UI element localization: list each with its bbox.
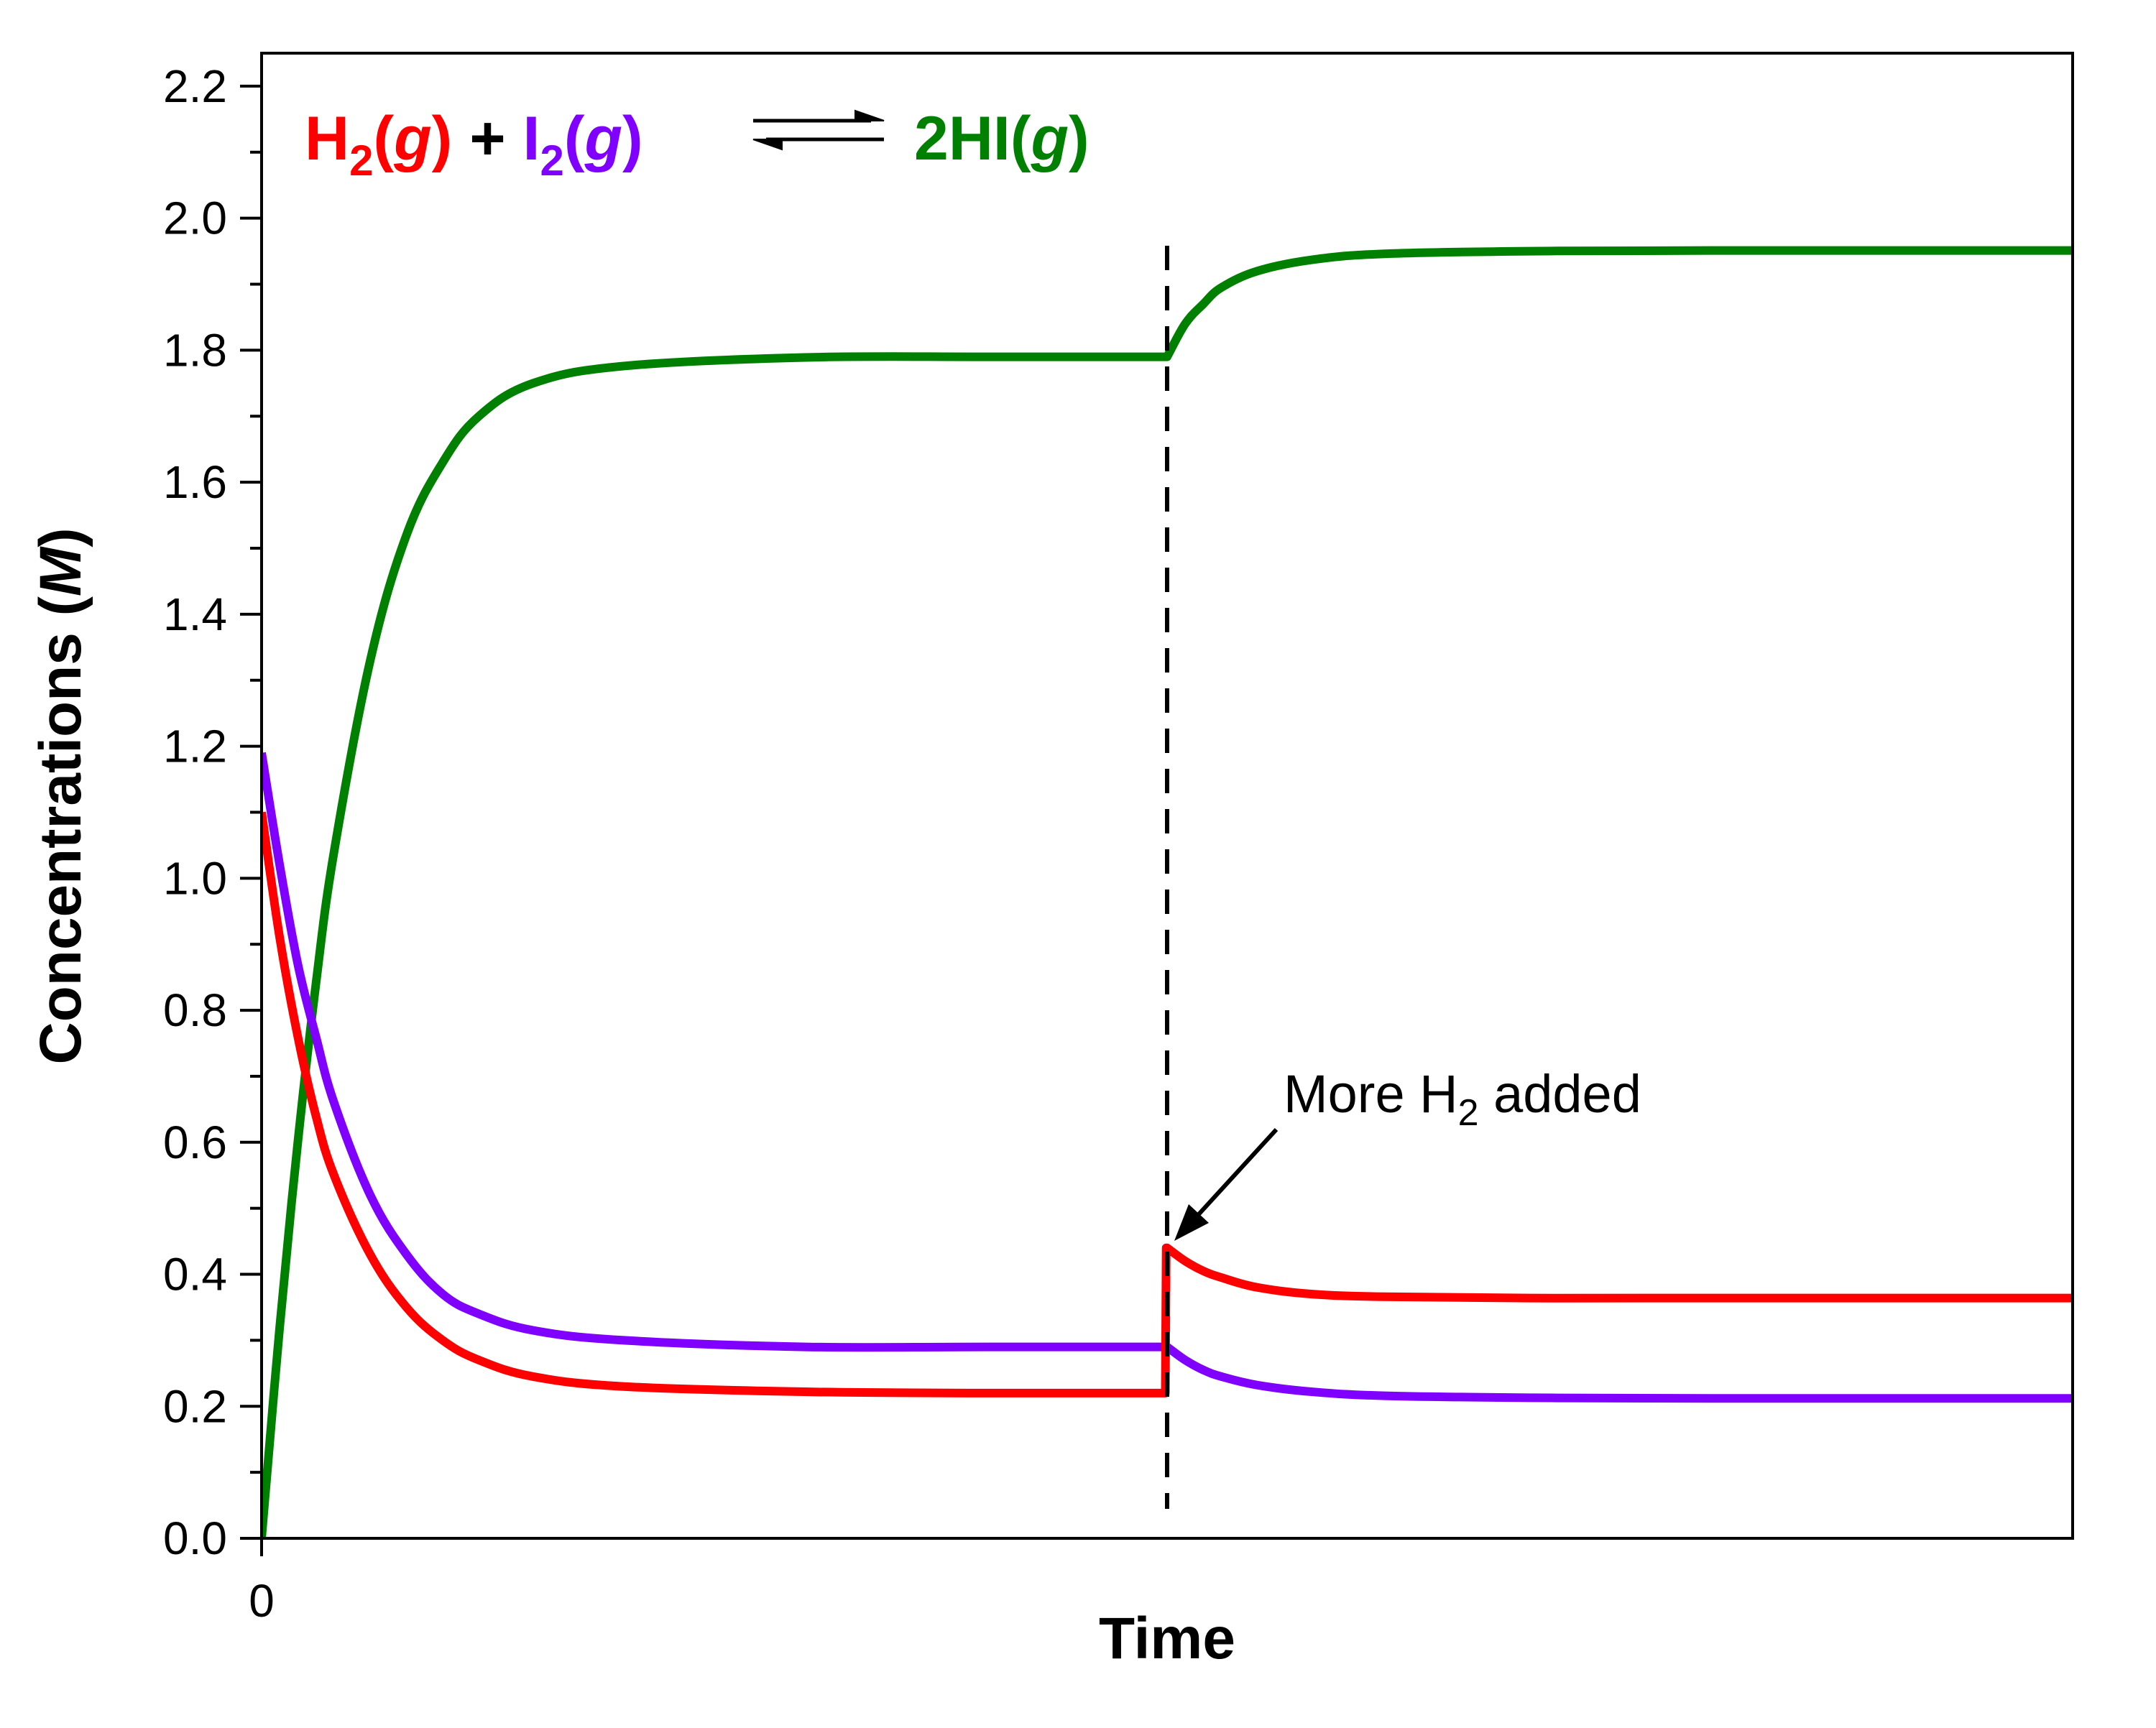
h2-open-paren: ( <box>373 104 394 173</box>
i2-series-line <box>262 752 2073 1403</box>
equilibrium-arrows-icon <box>752 109 885 151</box>
annotation-arrow-icon <box>1174 1127 1279 1241</box>
i2-open-paren: ( <box>564 104 585 173</box>
hi-close-paren: ) <box>1069 104 1089 173</box>
y-axis-tick-labels: 0.0 0.2 0.4 0.6 0.8 1.0 1.2 1.4 1.6 1.8 2.0 2.2 <box>163 60 227 1564</box>
h2-series-line <box>262 811 2073 1398</box>
i2-subscript: 2 <box>540 137 563 185</box>
annotation-label: More H2 added <box>1284 1064 1641 1134</box>
i2-state: g <box>584 104 622 173</box>
hi-product: 2HI(g) <box>914 104 1089 173</box>
hi-series-line <box>262 246 2073 1538</box>
y-tick-label: 1.6 <box>163 456 227 508</box>
i2-symbol: I <box>523 104 540 173</box>
reaction-equation: H2(g) + I2(g) <box>305 104 643 185</box>
y-tick-label: 0.4 <box>163 1249 227 1300</box>
h2-state: g <box>393 104 432 173</box>
y-axis-ticks <box>240 84 262 1540</box>
y-axis-label-prefix: Concentrations ( <box>28 596 93 1064</box>
y-axis-label-unit: M <box>28 546 93 596</box>
plot-frame <box>260 52 2074 1540</box>
y-tick-label: 1.0 <box>163 852 227 904</box>
annotation-pre: More H <box>1284 1064 1458 1124</box>
annotation-sub: 2 <box>1458 1092 1479 1134</box>
y-tick-label: 0.0 <box>163 1512 227 1564</box>
hi-symbol: 2HI <box>914 104 1010 173</box>
x-axis-label: Time <box>1099 1606 1235 1671</box>
y-axis-label: Concentrations (M) <box>28 527 93 1064</box>
hi-open-paren: ( <box>1010 104 1031 173</box>
y-tick-label: 2.2 <box>163 60 227 112</box>
y-tick-label: 0.6 <box>163 1117 227 1168</box>
h2-subscript: 2 <box>349 137 373 185</box>
y-tick-label: 0.2 <box>163 1380 227 1432</box>
y-tick-label: 1.8 <box>163 324 227 376</box>
y-axis-label-suffix: ) <box>28 527 93 547</box>
hi-state: g <box>1030 104 1069 173</box>
plus-sign: + <box>469 104 505 173</box>
series-layer <box>262 246 2073 1538</box>
y-tick-label: 2.0 <box>163 193 227 244</box>
h2-close-paren: ) <box>432 104 453 173</box>
annotation-post: added <box>1479 1064 1641 1124</box>
y-tick-label: 1.2 <box>163 721 227 772</box>
y-tick-label: 0.8 <box>163 984 227 1036</box>
x-axis-tick-label: 0 <box>249 1575 275 1627</box>
i2-close-paren: ) <box>622 104 643 173</box>
y-tick-label: 1.4 <box>163 588 227 640</box>
h2-symbol: H <box>305 104 349 173</box>
